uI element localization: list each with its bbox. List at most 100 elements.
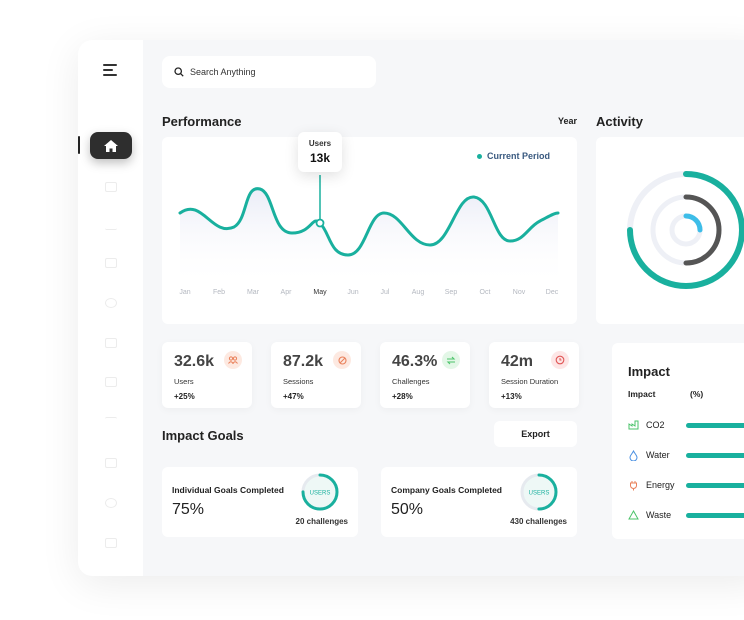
performance-title: Performance [162, 114, 242, 129]
month-tick: Jan [179, 289, 191, 296]
percent-column-header: (%) [690, 389, 704, 399]
nav-item-icon[interactable] [105, 377, 117, 387]
activity-ring-inner [683, 213, 703, 233]
impact-label: Waste [646, 510, 672, 520]
range-selector[interactable]: Year [558, 116, 578, 126]
month-tick: Nov [512, 289, 526, 296]
stat-card-sessions[interactable]: 87.2k Sessions +47% [271, 342, 361, 408]
impact-label: Energy [646, 480, 675, 490]
goal-ring-label: USERS [310, 491, 331, 497]
impact-bar-water [686, 453, 744, 458]
legend-label: Current Period [486, 151, 550, 161]
swap-icon [442, 351, 460, 369]
stat-change: +25% [174, 392, 195, 401]
search-placeholder: Search Anything [190, 67, 256, 77]
chart-area [180, 188, 558, 287]
nav-item-icon[interactable] [105, 258, 117, 268]
month-tick: Mar [246, 289, 260, 296]
tooltip-point[interactable] [315, 218, 325, 228]
stat-change: +47% [283, 392, 304, 401]
water-drop-icon [626, 449, 640, 461]
stat-value: 87.2k [283, 353, 324, 370]
nav-item-icon[interactable] [105, 498, 117, 508]
impact-title: Impact [628, 364, 670, 379]
goal-progress-ring: USERS [519, 472, 559, 512]
stat-card-users[interactable]: 32.6k Users +25% [162, 342, 252, 408]
dashboard-window: Search Anything Performance Year Current… [78, 40, 744, 576]
stat-card-session-duration[interactable]: 42m Session Duration +13% [489, 342, 579, 408]
month-tick: Aug [411, 289, 425, 296]
month-tick: Feb [212, 289, 226, 296]
nav-item-icon[interactable] [105, 298, 117, 308]
impact-card: Impact Impact (%) CO2 Water Energy Waste [612, 343, 744, 539]
goal-progress-ring: USERS [300, 472, 340, 512]
nav-item-icon[interactable] [105, 538, 117, 548]
activity-card [596, 137, 744, 324]
month-tick-active: May [313, 289, 327, 296]
legend-dot [476, 153, 482, 159]
stat-card-challenges[interactable]: 46.3% Challenges +28% [380, 342, 470, 408]
users-icon [224, 351, 242, 369]
stat-value: 42m [501, 353, 534, 370]
goal-challenges: 430 challenges [510, 517, 567, 526]
search-input[interactable]: Search Anything [162, 56, 376, 88]
month-tick: Apr [280, 289, 292, 296]
month-tick: Jun [347, 289, 359, 296]
month-tick: Jul [380, 289, 390, 296]
month-tick: Oct [479, 289, 491, 296]
sidebar [78, 40, 143, 576]
active-nav-indicator [78, 136, 80, 154]
nav-item-icon[interactable] [105, 182, 117, 192]
tooltip-label: Users [308, 139, 332, 148]
export-button[interactable]: Export [494, 421, 577, 447]
impact-label: CO2 [646, 420, 665, 430]
impact-row-energy[interactable]: Energy [626, 478, 675, 492]
current-period-line [178, 187, 560, 257]
activity-ring-middle [683, 194, 722, 266]
goal-card-company[interactable]: Company Goals Completed 50% 430 challeng… [381, 467, 577, 537]
month-axis: Jan Feb Mar Apr May Jun Jul Aug Sep Oct … [162, 289, 577, 301]
search-icon [174, 67, 184, 77]
menu-icon[interactable] [103, 64, 117, 76]
impact-row-waste[interactable]: Waste [626, 508, 671, 522]
performance-chart-card: Current Period [162, 137, 577, 324]
impact-goals-title: Impact Goals [162, 428, 244, 443]
impact-label: Water [646, 450, 670, 460]
nav-item-icon[interactable] [105, 458, 117, 468]
nav-item-icon[interactable] [105, 220, 117, 230]
nav-item-icon[interactable] [105, 417, 117, 427]
activity-ring-outer [627, 171, 744, 289]
impact-column-header: Impact [628, 389, 656, 399]
stat-label: Users [174, 377, 194, 386]
chart-legend: Current Period [476, 151, 550, 161]
recycle-icon [626, 510, 640, 520]
impact-bar-energy [686, 483, 744, 488]
goal-card-individual[interactable]: Individual Goals Completed 75% 20 challe… [162, 467, 358, 537]
goal-title: Individual Goals Completed [172, 485, 284, 495]
stat-label: Sessions [283, 377, 314, 386]
goal-challenges: 20 challenges [295, 517, 348, 526]
activity-rings [627, 171, 744, 289]
stat-change: +28% [392, 392, 413, 401]
clock-icon [551, 351, 569, 369]
factory-icon [626, 420, 640, 430]
impact-row-co2[interactable]: CO2 [626, 418, 665, 432]
home-icon [104, 139, 118, 152]
month-tick: Sep [444, 289, 458, 296]
stat-change: +13% [501, 392, 522, 401]
performance-line-chart [178, 175, 560, 287]
nav-item-icon[interactable] [105, 338, 117, 348]
stat-label: Session Duration [501, 377, 559, 386]
month-tick: Dec [545, 289, 559, 296]
tooltip-value: 13k [309, 151, 331, 165]
goal-ring-label: USERS [529, 491, 550, 497]
stat-label: Challenges [392, 377, 430, 386]
goal-value: 75% [172, 501, 205, 518]
stat-value: 46.3% [392, 353, 438, 370]
activity-title: Activity [596, 114, 643, 129]
goal-value: 50% [391, 501, 424, 518]
impact-bar-co2 [686, 423, 744, 428]
chart-tooltip: Users 13k [298, 132, 342, 172]
impact-row-water[interactable]: Water [626, 448, 670, 462]
home-button[interactable] [90, 132, 132, 159]
